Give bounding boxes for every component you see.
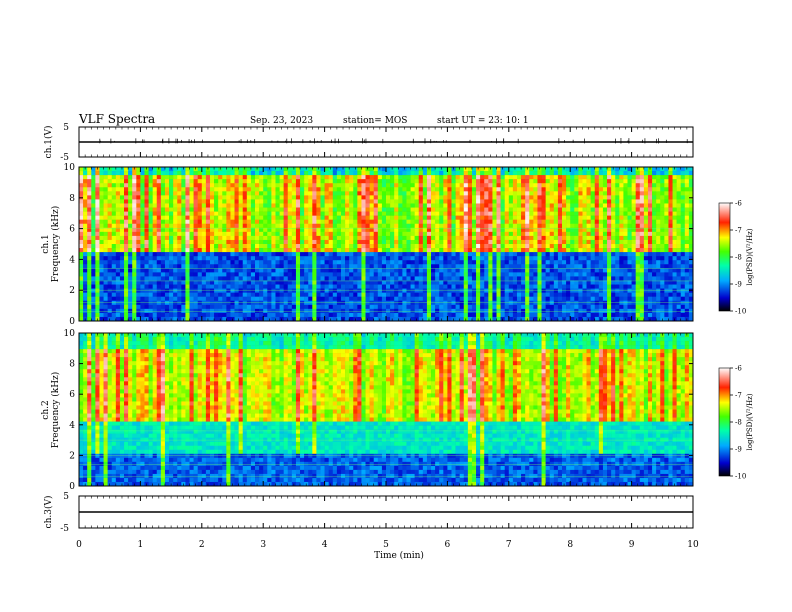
ch1-waveform-spikes — [99, 138, 688, 144]
time-tick-label: 8 — [567, 540, 573, 550]
ch3-ytick-top: 5 — [63, 492, 69, 502]
colorbar-tick-label: -8 — [735, 254, 742, 262]
ytick-label: 0 — [69, 317, 75, 327]
ytick-label: 6 — [69, 390, 75, 400]
time-axis-ticks — [78, 127, 694, 528]
time-tick-label: 6 — [445, 540, 451, 550]
ch2-yticks: 0 2 4 6 8 10 — [64, 329, 693, 492]
ch1-colorbar: -6 -7 -8 -9 -10 log(PSD)(V²/Hz) — [718, 200, 754, 316]
time-tick-label: 2 — [199, 540, 205, 550]
ch1-colorbar-ticks: -6 -7 -8 -9 -10 — [730, 200, 746, 316]
time-axis-tick-labels: 0 1 2 3 4 5 6 7 8 9 10 — [76, 540, 699, 550]
time-tick-label: 4 — [322, 540, 328, 550]
ytick-label: 4 — [69, 421, 75, 431]
ch2-colorbar: -6 -7 -8 -9 -10 log(PSD)(V²/Hz) — [718, 365, 754, 481]
ch1-channel-label: ch.1 — [41, 234, 51, 253]
ch1-spectrogram-panel: 0 2 4 6 8 10 ch.1 Frequency (kHz) — [41, 163, 694, 327]
ch1-yticks: 0 2 4 6 8 10 — [64, 163, 693, 327]
ch2-colorbar-label: log(PSD)(V²/Hz) — [746, 393, 754, 450]
ch1-waveform-ylabel: ch.1(V) — [43, 126, 54, 159]
ch2-spectrogram-image — [79, 333, 694, 487]
ch1-ytick-bottom: -5 — [60, 153, 69, 163]
time-tick-label: 10 — [687, 540, 699, 550]
ytick-label: 2 — [69, 286, 75, 296]
colorbar-tick-label: -6 — [735, 365, 742, 373]
time-tick-label: 5 — [383, 540, 389, 550]
ch3-ytick-bottom: -5 — [60, 524, 69, 534]
time-tick-label: 0 — [76, 540, 82, 550]
time-tick-label: 1 — [138, 540, 144, 550]
ch1-colorbar-label: log(PSD)(V²/Hz) — [746, 228, 754, 285]
ch1-ytick-top: 5 — [63, 123, 69, 133]
ch3-waveform-ylabel: ch.3(V) — [43, 496, 54, 529]
ch1-spectrogram-image — [79, 167, 694, 322]
ytick-label: 10 — [64, 329, 76, 339]
header-date: Sep. 23, 2023 — [250, 116, 313, 126]
ch2-frequency-label: Frequency (kHz) — [50, 372, 61, 449]
time-tick-label: 3 — [260, 540, 266, 550]
ytick-label: 6 — [69, 225, 75, 235]
ch2-spectrogram-panel: 0 2 4 6 8 10 ch.2 Frequency (kHz) — [41, 329, 694, 492]
colorbar-tick-label: -7 — [735, 227, 742, 235]
colorbar-tick-label: -7 — [735, 392, 742, 400]
colorbar-tick-label: -9 — [735, 281, 742, 289]
colorbar-tick-label: -9 — [735, 446, 742, 454]
header-start-ut: start UT = 23: 10: 1 — [437, 116, 529, 126]
colorbar-tick-label: -6 — [735, 200, 742, 208]
ytick-label: 8 — [69, 360, 75, 370]
ch2-channel-label: ch.2 — [41, 400, 51, 419]
ytick-label: 10 — [64, 163, 76, 173]
figure-title: VLF Spectra — [78, 112, 155, 126]
time-tick-label: 7 — [506, 540, 512, 550]
ch1-frequency-label: Frequency (kHz) — [50, 206, 61, 283]
ch2-colorbar-ticks: -6 -7 -8 -9 -10 — [730, 365, 746, 481]
ch2-colorbar-gradient — [718, 367, 731, 477]
time-axis-label: Time (min) — [374, 550, 424, 561]
colorbar-tick-label: -10 — [735, 308, 746, 316]
colorbar-tick-label: -10 — [735, 473, 746, 481]
colorbar-tick-label: -8 — [735, 419, 742, 427]
time-tick-label: 9 — [629, 540, 635, 550]
ytick-label: 8 — [69, 194, 75, 204]
ytick-label: 2 — [69, 451, 75, 461]
ytick-label: 4 — [69, 255, 75, 265]
header-station: station= MOS — [343, 116, 407, 126]
ytick-label: 0 — [69, 482, 75, 492]
ch1-colorbar-gradient — [718, 202, 731, 312]
